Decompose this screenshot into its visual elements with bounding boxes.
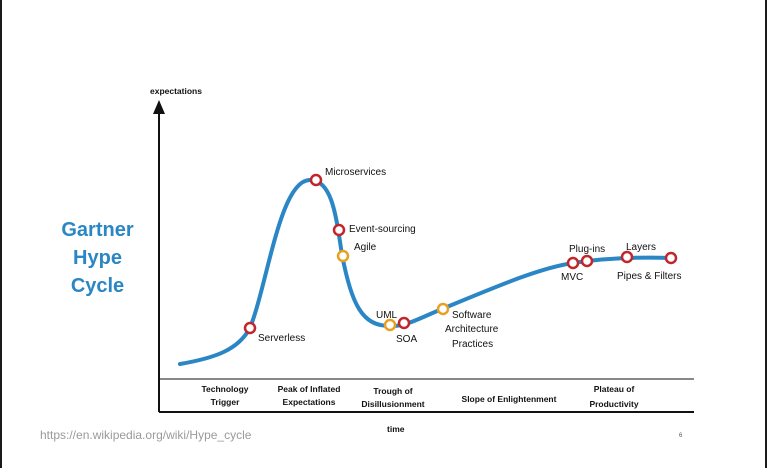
marker-serverless: [243, 321, 257, 335]
marker-mvc: [566, 256, 580, 270]
title-line-1: Gartner: [61, 219, 134, 241]
title-line-3: Cycle: [70, 275, 125, 297]
hype-curve: [178, 177, 673, 366]
label-serverless: Serverless: [258, 333, 305, 344]
label-architecture: Architecture: [445, 324, 499, 335]
y-axis-label: expectations: [150, 86, 202, 96]
marker-software-architecture-practices: [436, 302, 450, 316]
marker-plug-ins: [580, 254, 594, 268]
slide-title: Gartner Hype Cycle: [40, 216, 155, 300]
title-line-2: Hype: [73, 247, 122, 269]
phase-5-line-1: Plateau of: [594, 384, 635, 394]
phase-2-line-2: Expectations: [283, 397, 336, 407]
label-microservices: Microservices: [325, 167, 386, 178]
marker-microservices: [309, 173, 323, 187]
source-link[interactable]: https://en.wikipedia.org/wiki/Hype_cycle: [40, 428, 252, 442]
label-plug-ins: Plug-ins: [569, 244, 605, 255]
marker-uml: [383, 318, 397, 332]
marker-event-sourcing: [332, 223, 346, 237]
label-soa: SOA: [396, 334, 417, 345]
phase-3-line-1: Trough of: [373, 386, 412, 396]
page-number: 6: [679, 433, 683, 439]
label-layers: Layers: [626, 242, 656, 253]
phase-2-line-1: Peak of Inflated: [278, 384, 341, 394]
label-uml: UML: [376, 310, 398, 321]
slide-frame-left: [0, 0, 2, 468]
marker-agile: [336, 249, 350, 263]
label-mvc: MVC: [561, 272, 583, 283]
phase-3-line-2: Disillusionment: [361, 399, 424, 409]
marker-soa: [397, 316, 411, 330]
marker-pipes-filters: [664, 251, 678, 265]
y-axis-arrow-icon: [153, 100, 165, 114]
label-practices: Practices: [452, 339, 493, 350]
phase-1-line-2: Trigger: [211, 397, 241, 407]
phase-1-line-1: Technology: [201, 384, 248, 394]
label-agile: Agile: [354, 242, 377, 253]
x-axis-label: time: [387, 424, 405, 434]
marker-layers: [620, 250, 634, 264]
phase-4-label: Slope of Enlightenment: [462, 394, 557, 404]
label-software: Software: [452, 310, 492, 321]
label-event-sourcing: Event-sourcing: [349, 224, 416, 235]
phase-5-line-2: Productivity: [589, 399, 638, 409]
label-pipes-filters: Pipes & Filters: [617, 271, 681, 282]
slide-frame-right: [765, 0, 767, 468]
